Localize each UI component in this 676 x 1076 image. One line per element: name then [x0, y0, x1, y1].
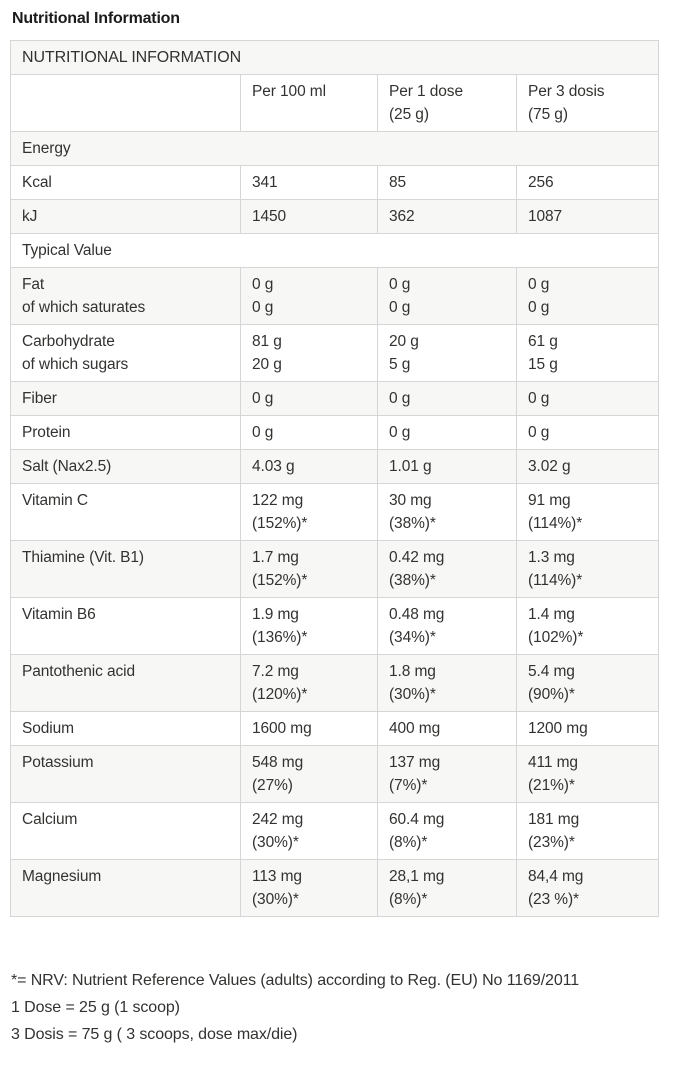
nutrient-label: Thiamine (Vit. B1) — [10, 540, 241, 598]
nutrient-value-col1: 1.9 mg (136%)* — [240, 597, 378, 655]
nutrient-value-col3: 181 mg (23%)* — [515, 802, 660, 860]
nutrient-value-col2: 30 mg (38%)* — [377, 483, 517, 541]
nutrient-value-col2: 20 g 5 g — [377, 324, 517, 382]
nutrient-label: Protein — [10, 415, 241, 450]
nutrient-value-col2: 60.4 mg (8%)* — [377, 802, 517, 860]
nutrient-label: kJ — [10, 199, 241, 234]
nutrient-row: Potassium 548 mg (27%) 137 mg (7%)* 411 mg … — [10, 745, 660, 803]
nutrient-value-col3: 3.02 g — [515, 449, 660, 484]
nutrient-value-col1: 0 g — [240, 381, 378, 416]
nutrient-value-col1: 548 mg (27%) — [240, 745, 378, 803]
nutrient-label: Kcal — [10, 165, 241, 200]
nutrient-value-col1: 0 g 0 g — [240, 267, 378, 325]
nutrient-value-col3: 1.3 mg (114%)* — [515, 540, 660, 598]
section-label: Energy — [9, 131, 660, 166]
page-title: Nutritional Information — [12, 10, 180, 27]
nutrient-value-col3: 84,4 mg (23 %)* — [515, 859, 660, 917]
nutrient-row: Carbohydrate of which sugars 81 g 20 g 20 … — [10, 324, 660, 382]
page: Nutritional Information NUTRITIONAL INFO… — [9, 10, 660, 1048]
nutrient-row: Thiamine (Vit. B1) 1.7 mg (152%)* 0.42 mg … — [10, 540, 660, 598]
nutrient-value-col1: 122 mg (152%)* — [240, 483, 378, 541]
nutrient-value-col3: 0 g — [515, 381, 660, 416]
nutrient-row: Pantothenic acid 7.2 mg (120%)* 1.8 mg (30… — [10, 654, 660, 712]
section-label: Typical Value — [9, 233, 660, 268]
nutrient-value-col3: 256 — [515, 165, 660, 200]
nutrient-row: Magnesium 113 mg (30%)* 28,1 mg (8%)* 84,4 … — [10, 859, 660, 917]
nutrient-label: Sodium — [10, 711, 241, 746]
column-header-per-1-dose: Per 1 dose (25 g) — [377, 74, 517, 132]
footnote-dosis: 3 Dosis = 75 g ( 3 scoops, dose max/die) — [11, 1026, 298, 1043]
nutrient-value-col1: 4.03 g — [240, 449, 378, 484]
nutrient-row: kJ 1450 362 1087 — [10, 199, 660, 234]
nutrient-value-col1: 341 — [240, 165, 378, 200]
footnotes: *= NRV: Nutrient Reference Values (adult… — [11, 967, 658, 1048]
nutrient-value-col2: 85 — [377, 165, 517, 200]
nutrient-value-col2: 0.48 mg (34%)* — [377, 597, 517, 655]
nutrient-label: Salt (Nax2.5) — [10, 449, 241, 484]
nutrient-value-col2: 362 — [377, 199, 517, 234]
nutrient-value-col1: 0 g — [240, 415, 378, 450]
section-row: Typical Value — [9, 233, 660, 268]
nutrient-label: Potassium — [10, 745, 241, 803]
column-header-per-3-dosis: Per 3 dosis (75 g) — [515, 74, 660, 132]
nutrient-value-col2: 400 mg — [377, 711, 517, 746]
nutrient-value-col3: 1087 — [515, 199, 660, 234]
nutrient-value-col1: 7.2 mg (120%)* — [240, 654, 378, 712]
nutrient-row: Vitamin C 122 mg (152%)* 30 mg (38%)* 91 mg… — [10, 483, 660, 541]
nutrient-value-col1: 81 g 20 g — [240, 324, 378, 382]
nutrient-value-col1: 113 mg (30%)* — [240, 859, 378, 917]
nutrition-table: NUTRITIONAL INFORMATION Per 100 ml Per 1 … — [9, 40, 660, 917]
nutrient-label: Vitamin B6 — [10, 597, 241, 655]
nutrient-row: Salt (Nax2.5) 4.03 g 1.01 g 3.02 g — [10, 449, 660, 484]
nutrient-value-col2: 0.42 mg (38%)* — [377, 540, 517, 598]
nutrient-value-col3: 91 mg (114%)* — [515, 483, 660, 541]
nutrient-label: Pantothenic acid — [10, 654, 241, 712]
footnote-nrv: *= NRV: Nutrient Reference Values (adult… — [11, 972, 580, 989]
nutrient-value-col2: 1.8 mg (30%)* — [377, 654, 517, 712]
nutrient-label: Vitamin C — [10, 483, 241, 541]
nutrient-label: Fat of which saturates — [10, 267, 241, 325]
nutrient-value-col3: 61 g 15 g — [515, 324, 660, 382]
nutrient-value-col3: 0 g — [515, 415, 660, 450]
nutrient-label: Fiber — [10, 381, 241, 416]
column-header-per-100ml: Per 100 ml — [240, 74, 378, 132]
nutrient-row: Vitamin B6 1.9 mg (136%)* 0.48 mg (34%)* 1.… — [10, 597, 660, 655]
nutrient-row: Calcium 242 mg (30%)* 60.4 mg (8%)* 181 mg … — [10, 802, 660, 860]
nutrient-value-col1: 1450 — [240, 199, 378, 234]
nutrient-value-col2: 0 g — [377, 381, 517, 416]
nutrient-value-col2: 1.01 g — [377, 449, 517, 484]
nutrient-label: Carbohydrate of which sugars — [10, 324, 241, 382]
section-row: Energy — [9, 131, 660, 166]
nutrient-value-col1: 242 mg (30%)* — [240, 802, 378, 860]
nutrient-value-col1: 1.7 mg (152%)* — [240, 540, 378, 598]
column-header-row: Per 100 ml Per 1 dose (25 g) Per 3 dosis (… — [10, 74, 660, 132]
nutrient-value-col2: 0 g 0 g — [377, 267, 517, 325]
nutrient-value-col2: 28,1 mg (8%)* — [377, 859, 517, 917]
nutrient-row: Kcal 341 85 256 — [10, 165, 660, 200]
nutrient-value-col3: 5.4 mg (90%)* — [515, 654, 660, 712]
nutrient-value-col2: 137 mg (7%)* — [377, 745, 517, 803]
nutrient-value-col3: 411 mg (21%)* — [515, 745, 660, 803]
footnote-dose: 1 Dose = 25 g (1 scoop) — [11, 999, 180, 1016]
nutrient-label: Magnesium — [10, 859, 241, 917]
nutrient-row: Sodium 1600 mg 400 mg 1200 mg — [10, 711, 660, 746]
table-header-row: NUTRITIONAL INFORMATION — [9, 40, 660, 75]
nutrient-value-col2: 0 g — [377, 415, 517, 450]
table-header-label: NUTRITIONAL INFORMATION — [9, 40, 660, 75]
column-header-empty — [10, 74, 241, 132]
nutrient-value-col3: 0 g 0 g — [515, 267, 660, 325]
nutrient-value-col3: 1200 mg — [515, 711, 660, 746]
nutrient-value-col3: 1.4 mg (102%)* — [515, 597, 660, 655]
nutrient-value-col1: 1600 mg — [240, 711, 378, 746]
nutrient-label: Calcium — [10, 802, 241, 860]
